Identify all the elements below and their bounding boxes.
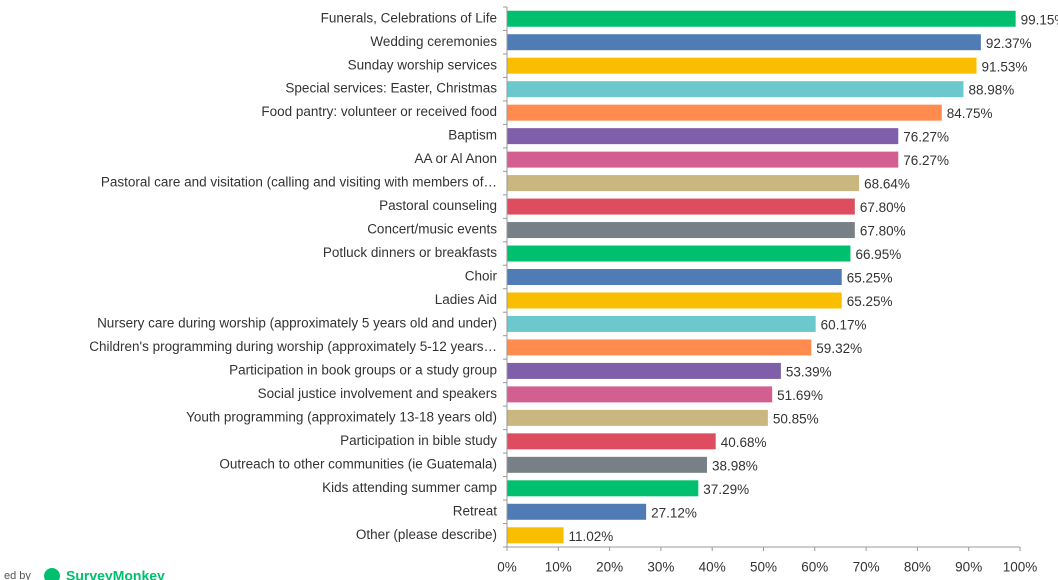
value-label: 38.98%: [712, 458, 758, 473]
value-label: 76.27%: [903, 130, 949, 145]
value-label: 66.95%: [855, 247, 901, 262]
bar: [507, 527, 564, 544]
bar: [507, 433, 716, 450]
bar: [507, 151, 899, 168]
bar: [507, 104, 942, 121]
value-label: 91.53%: [982, 59, 1028, 74]
bar: [507, 480, 699, 497]
bar: [507, 292, 842, 309]
bar: [507, 81, 964, 98]
bar: [507, 10, 1016, 27]
category-label: Pastoral counseling: [379, 198, 497, 213]
value-label: 27.12%: [651, 505, 697, 520]
category-label: Other (please describe): [356, 527, 497, 542]
x-tick-label: 70%: [853, 560, 880, 575]
category-label: Kids attending summer camp: [322, 480, 497, 495]
bar: [507, 128, 899, 145]
bar: [507, 269, 842, 285]
category-label: Baptism: [448, 128, 497, 143]
value-label: 68.64%: [864, 177, 910, 192]
value-label: 50.85%: [773, 411, 819, 426]
value-label: 51.69%: [777, 388, 823, 403]
category-label: Children's programming during worship (a…: [89, 339, 497, 354]
category-label: Food pantry: volunteer or received food: [261, 104, 497, 119]
category-label: Participation in book groups or a study …: [229, 362, 497, 377]
bar: [507, 503, 647, 520]
category-label: Participation in bible study: [340, 433, 497, 448]
value-label: 60.17%: [821, 318, 867, 333]
value-label: 99.15%: [1021, 12, 1058, 27]
value-label: 67.80%: [860, 200, 906, 215]
value-label: 37.29%: [703, 482, 749, 497]
x-tick-label: 60%: [801, 560, 828, 575]
value-label: 92.37%: [986, 36, 1032, 51]
bar: [507, 57, 977, 74]
value-label: 53.39%: [786, 364, 832, 379]
value-label: 65.25%: [847, 271, 893, 286]
bar: [507, 222, 855, 239]
bar: [507, 362, 781, 379]
value-label: 11.02%: [569, 529, 614, 544]
value-label: 65.25%: [847, 294, 893, 309]
x-tick-label: 30%: [647, 560, 674, 575]
category-label: Retreat: [453, 503, 498, 518]
category-label: Nursery care during worship (approximate…: [97, 316, 497, 331]
bar: [507, 315, 816, 332]
x-tick-label: 10%: [545, 560, 572, 575]
category-label: Wedding ceremonies: [370, 34, 497, 49]
bar: [507, 34, 981, 51]
brand: SurveyMonkey: [66, 568, 165, 580]
category-label: Outreach to other communities (ie Guatem…: [219, 456, 497, 471]
category-label: Special services: Easter, Christmas: [285, 81, 497, 96]
bar: [507, 245, 851, 262]
x-tick-label: 20%: [596, 560, 623, 575]
x-tick-label: 50%: [750, 560, 777, 575]
value-label: 59.32%: [816, 341, 862, 356]
value-label: 76.27%: [903, 153, 949, 168]
category-label: Choir: [465, 269, 498, 284]
x-tick-label: 100%: [1003, 560, 1038, 575]
bar: [507, 456, 707, 473]
category-label: Sunday worship services: [348, 57, 498, 72]
bar: [507, 175, 860, 192]
value-label: 40.68%: [721, 435, 767, 450]
x-tick-label: 90%: [955, 560, 982, 575]
category-label: Social justice involvement and speakers: [258, 386, 498, 401]
logo: [44, 568, 60, 580]
bar: [507, 339, 812, 356]
category-label: Youth programming (approximately 13-18 y…: [186, 409, 497, 424]
category-label: Ladies Aid: [435, 292, 497, 307]
x-tick-label: 80%: [904, 560, 931, 575]
bar: [507, 198, 855, 215]
x-tick-label: 0%: [497, 560, 517, 575]
bar: [507, 409, 768, 426]
category-label: Concert/music events: [367, 222, 497, 237]
value-label: 67.80%: [860, 224, 906, 239]
x-tick-label: 40%: [699, 560, 726, 575]
value-label: 84.75%: [947, 106, 993, 121]
powered-by: ed by: [4, 570, 31, 580]
value-label: 88.98%: [968, 83, 1014, 98]
category-label: Funerals, Celebrations of Life: [321, 10, 497, 25]
category-label: Potluck dinners or breakfasts: [323, 245, 497, 260]
bar: [507, 386, 773, 403]
category-label: Pastoral care and visitation (calling an…: [101, 175, 497, 190]
category-label: AA or Al Anon: [414, 151, 497, 166]
